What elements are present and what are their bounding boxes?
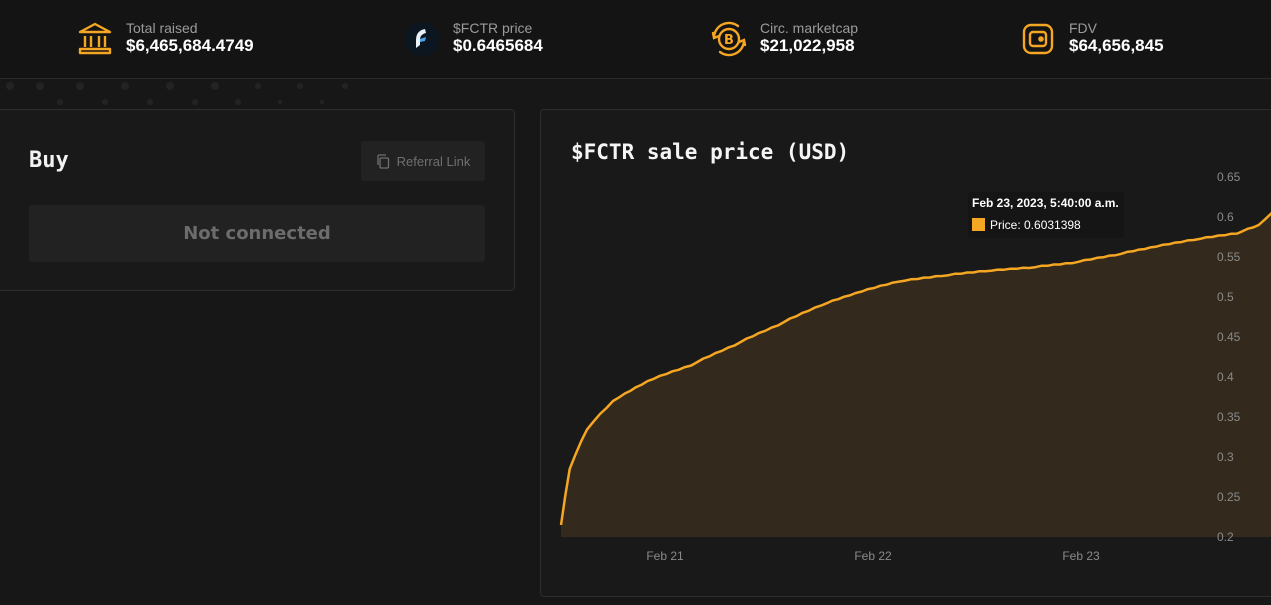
x-tick-label: Feb 22 — [854, 549, 892, 563]
buy-title: Buy — [29, 148, 69, 173]
wallet-icon — [1019, 20, 1057, 58]
fctr-token-icon — [403, 20, 441, 58]
y-tick-label: 0.45 — [1217, 330, 1241, 344]
bitcoin-cycle-icon: B — [710, 20, 748, 58]
x-tick-label: Feb 21 — [646, 549, 684, 563]
y-tick-label: 0.6 — [1217, 210, 1234, 224]
referral-link-label: Referral Link — [396, 153, 471, 169]
tooltip-box — [968, 192, 1124, 238]
x-tick-label: Feb 23 — [1062, 549, 1100, 563]
y-tick-label: 0.3 — [1217, 450, 1234, 464]
stat-value: $21,022,958 — [760, 35, 855, 55]
stat-circ-marketcap: B Circ. marketcap $21,022,958 — [710, 0, 858, 78]
price-area — [561, 213, 1271, 537]
price-chart[interactable]: 0.65 0.6 0.55 0.5 0.45 0.4 0.35 0.3 0.25 0.2 Feb 2… — [541, 110, 1271, 596]
stat-value: $6,465,684.4749 — [126, 35, 254, 55]
copy-icon — [376, 153, 389, 169]
y-tick-label: 0.2 — [1217, 530, 1234, 544]
tooltip-date: Feb 23, 2023, 5:40:00 a.m. — [972, 196, 1119, 210]
y-tick-label: 0.5 — [1217, 290, 1234, 304]
stat-label: FDV — [1069, 19, 1097, 36]
stats-bar: Total raised $6,465,684.4749 $FCTR price… — [0, 0, 1271, 79]
y-tick-label: 0.35 — [1217, 410, 1241, 424]
stat-label: $FCTR price — [453, 19, 533, 36]
svg-text:B: B — [724, 33, 734, 48]
y-tick-label: 0.65 — [1217, 170, 1241, 184]
stat-total-raised: Total raised $6,465,684.4749 — [76, 0, 254, 78]
decorative-dots — [6, 82, 348, 105]
buy-panel: Buy Referral Link Not connected — [0, 109, 515, 291]
stat-label: Total raised — [126, 19, 198, 36]
y-tick-label: 0.25 — [1217, 490, 1241, 504]
stat-fdv: FDV $64,656,845 — [1019, 0, 1164, 78]
chart-title: $FCTR sale price (USD) — [571, 140, 850, 164]
stat-fctr-price: $FCTR price $0.6465684 — [403, 0, 543, 78]
tooltip-swatch — [972, 218, 985, 231]
stat-label: Circ. marketcap — [760, 19, 859, 36]
price-line — [559, 211, 1271, 526]
price-chart-panel: $FCTR sale price (USD) 0.65 0.6 0.55 0.5 0.4… — [540, 109, 1271, 597]
referral-link-button[interactable]: Referral Link — [361, 141, 485, 181]
y-tick-label: 0.55 — [1217, 250, 1241, 264]
y-tick-label: 0.4 — [1217, 370, 1234, 384]
tooltip-value: Price: 0.6031398 — [990, 218, 1081, 232]
stat-value: $64,656,845 — [1069, 35, 1164, 55]
bank-icon — [76, 20, 114, 58]
connect-wallet-button[interactable]: Not connected — [29, 205, 485, 262]
stat-value: $0.6465684 — [453, 35, 543, 55]
